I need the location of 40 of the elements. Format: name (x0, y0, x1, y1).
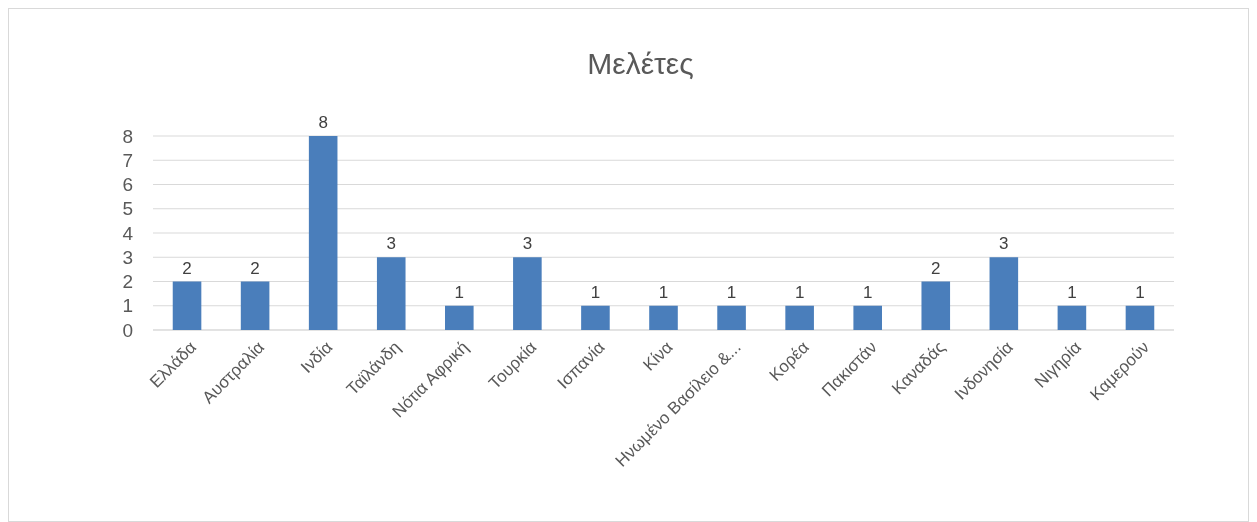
y-tick-label: 1 (122, 295, 133, 317)
bar (717, 305, 746, 330)
data-label: 1 (590, 282, 601, 302)
y-tick-label: 6 (122, 174, 133, 196)
data-label: 1 (454, 282, 465, 302)
y-tick-label: 7 (122, 149, 133, 171)
y-tick-label: 3 (122, 246, 133, 268)
data-label: 2 (182, 258, 192, 278)
data-label: 1 (794, 282, 805, 302)
bar (308, 136, 338, 330)
y-tick-label: 4 (122, 222, 134, 244)
data-label: 3 (999, 234, 1009, 254)
data-label: 1 (658, 282, 669, 302)
bar (172, 281, 202, 330)
data-label: 1 (1135, 282, 1145, 302)
bar (1125, 305, 1155, 330)
bar (1057, 305, 1087, 330)
data-label: 3 (386, 234, 396, 254)
bar (853, 305, 882, 330)
bar (240, 281, 270, 330)
data-label: 1 (862, 282, 873, 302)
bar (649, 305, 678, 330)
y-tick-label: 5 (122, 198, 133, 220)
bar (785, 305, 814, 330)
bar (989, 257, 1019, 330)
bar (581, 305, 610, 330)
bar (445, 305, 474, 330)
data-label: 8 (318, 113, 328, 132)
data-label: 1 (1067, 282, 1077, 302)
chart-title: Μελέτες (587, 47, 694, 80)
data-label: 2 (931, 258, 941, 278)
bar (513, 257, 542, 330)
y-tick-label: 8 (122, 125, 133, 147)
y-tick-label: 0 (122, 319, 133, 341)
bar (376, 257, 406, 330)
bar (921, 281, 951, 330)
data-label: 1 (726, 282, 737, 302)
data-label: 3 (522, 234, 533, 254)
y-tick-label: 2 (122, 271, 133, 293)
data-label: 2 (250, 258, 260, 278)
